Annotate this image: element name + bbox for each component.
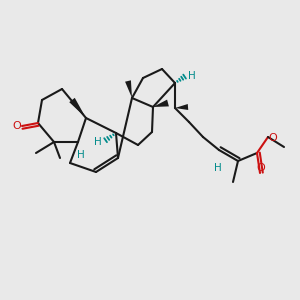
Text: H: H [188,71,196,81]
Polygon shape [175,104,188,110]
Text: H: H [77,150,85,160]
Text: O: O [256,163,266,173]
Text: O: O [268,133,278,143]
Polygon shape [153,100,169,107]
Text: O: O [13,121,21,131]
Text: H: H [214,163,222,173]
Polygon shape [69,98,86,118]
Text: H: H [94,137,102,147]
Polygon shape [125,80,132,98]
